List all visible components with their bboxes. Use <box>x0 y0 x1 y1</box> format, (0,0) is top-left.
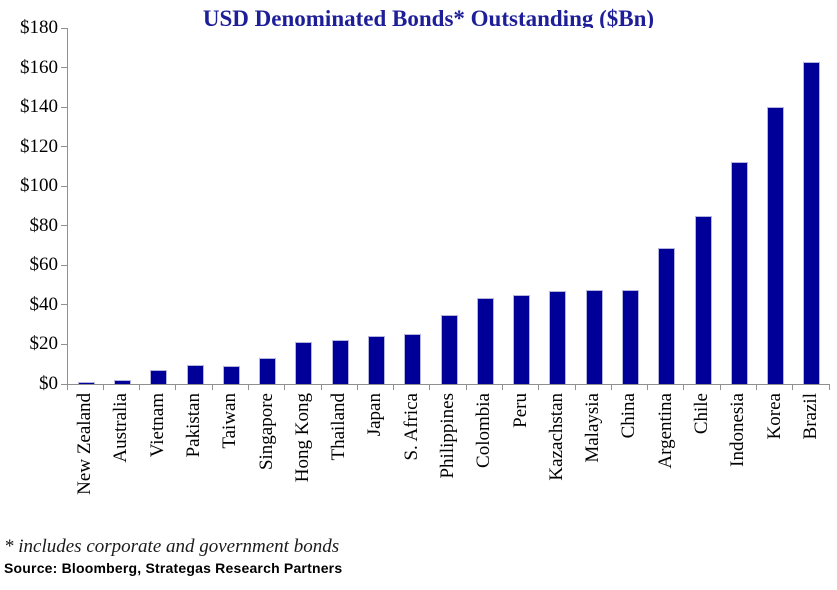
y-axis-label: $120 <box>20 135 58 157</box>
y-axis-label: $140 <box>20 96 58 118</box>
y-axis-label: $60 <box>29 254 59 276</box>
x-axis-tick <box>755 384 757 390</box>
y-axis-label: $100 <box>20 175 58 197</box>
x-axis-tick <box>429 384 431 390</box>
x-axis-tick <box>102 384 104 390</box>
y-axis-tick <box>61 185 67 187</box>
bar <box>259 358 277 384</box>
x-axis-tick <box>465 384 467 390</box>
x-axis-tick <box>828 384 830 390</box>
x-axis-tick <box>610 384 612 390</box>
x-axis-label: Singapore <box>255 393 277 471</box>
bar <box>222 366 240 384</box>
x-axis-label: Philippines <box>437 393 458 479</box>
y-axis-tick <box>61 27 67 29</box>
x-axis-label: Vietnam <box>146 393 168 458</box>
bar <box>658 248 676 384</box>
x-axis-label: Pakistan <box>183 393 204 458</box>
x-axis-tick <box>247 384 249 390</box>
bar <box>694 216 712 384</box>
x-axis-tick <box>66 384 68 390</box>
bar <box>513 295 531 384</box>
bar <box>767 107 785 384</box>
y-axis-tick <box>61 225 67 227</box>
bar <box>113 380 131 384</box>
y-axis-label: $0 <box>39 373 58 394</box>
plot-area <box>67 28 830 385</box>
x-axis-label: Korea <box>763 393 785 440</box>
x-axis-tick <box>175 384 177 390</box>
bar <box>404 334 422 384</box>
source-line: Source: Bloomberg, Strategas Research Pa… <box>4 560 343 576</box>
x-axis-tick <box>647 384 649 390</box>
x-axis-label: S. Africa <box>400 393 422 461</box>
x-axis-label: Peru <box>509 393 531 428</box>
x-axis-label: Chile <box>691 393 712 435</box>
x-axis-label: Japan <box>364 393 386 437</box>
x-axis-label: Argentina <box>654 393 676 469</box>
bar <box>585 290 603 384</box>
x-axis-label: Indonesia <box>727 393 749 467</box>
y-axis-label: $20 <box>29 333 59 355</box>
x-axis-label: Australia <box>110 393 132 463</box>
x-axis-label: China <box>618 393 640 439</box>
x-axis-tick <box>574 384 576 390</box>
x-axis-tick <box>792 384 794 390</box>
x-axis-tick <box>139 384 141 390</box>
x-axis-tick <box>719 384 721 390</box>
y-axis-tick <box>61 304 67 306</box>
bar <box>77 382 95 384</box>
y-axis-tick <box>61 343 67 345</box>
x-axis-tick <box>683 384 685 390</box>
y-axis-label: $80 <box>29 214 59 236</box>
y-axis-tick <box>61 383 67 385</box>
bar <box>730 162 748 384</box>
y-axis-tick <box>61 264 67 266</box>
x-axis-label: Taiwan <box>219 393 241 449</box>
bar <box>549 291 567 384</box>
bar <box>186 365 204 384</box>
x-axis-tick <box>538 384 540 390</box>
x-axis-label: Brazil <box>799 393 821 440</box>
bar <box>331 340 349 384</box>
y-axis-tick <box>61 146 67 148</box>
bar <box>476 298 494 384</box>
x-axis-tick <box>320 384 322 390</box>
x-axis-tick <box>393 384 395 390</box>
x-axis-label: Thailand <box>328 393 350 461</box>
chart-title: USD Denominated Bonds* Outstanding ($Bn) <box>202 6 655 31</box>
bar <box>150 370 168 384</box>
bar <box>621 290 639 384</box>
bar <box>295 342 313 384</box>
x-axis-label: New Zealand <box>74 393 96 495</box>
x-axis-tick <box>211 384 213 390</box>
footnote: * includes corporate and government bond… <box>4 536 340 557</box>
bar <box>803 62 821 384</box>
bar <box>440 315 458 384</box>
y-axis-label: $40 <box>29 293 59 315</box>
y-axis-label: $180 <box>20 17 58 38</box>
bar <box>367 336 385 384</box>
x-axis-label: Kazachstan <box>545 393 567 481</box>
x-axis-tick <box>284 384 286 390</box>
y-axis-tick <box>61 67 67 69</box>
x-axis-label: Malaysia <box>582 393 604 463</box>
x-axis-tick <box>356 384 358 390</box>
x-axis-label: Colombia <box>473 393 495 468</box>
x-axis-label: Hong Kong <box>291 393 313 483</box>
x-axis-tick <box>501 384 503 390</box>
y-axis-label: $160 <box>20 56 58 78</box>
y-axis-tick <box>61 106 67 108</box>
